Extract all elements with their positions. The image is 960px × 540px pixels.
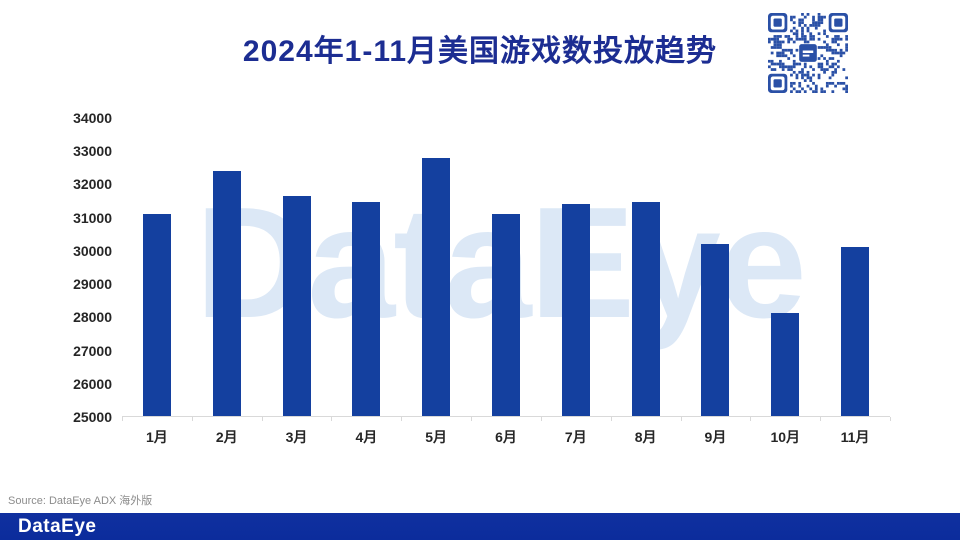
x-tick-label: 6月 [495, 429, 517, 445]
x-tick-label: 9月 [704, 429, 727, 445]
x-axis-tick [680, 417, 682, 421]
x-tick-label: 10月 [770, 429, 801, 445]
x-axis-tick [610, 417, 612, 421]
y-tick-label: 30000 [73, 242, 112, 259]
y-tick-label: 27000 [73, 342, 112, 359]
x-axis-tick [890, 417, 891, 421]
bar-9月 [701, 243, 730, 416]
bar-11月 [841, 247, 870, 416]
y-tick-label: 26000 [73, 375, 112, 392]
x-axis-tick [331, 417, 333, 421]
y-tick-label: 32000 [73, 176, 112, 193]
y-tick-label: 34000 [73, 110, 112, 126]
x-tick-label: 3月 [285, 429, 308, 445]
y-axis: 34000 33000 32000 31000 30000 29000 28000 27000… [0, 110, 112, 425]
y-tick-label: 29000 [73, 276, 112, 293]
x-axis: 1月 2月 3月 4月 5月 6月 7月 8月 9月 10月 11月 [122, 427, 890, 447]
x-tick-label: 8月 [634, 429, 657, 445]
bar-2月 [212, 170, 241, 416]
y-tick-label: 28000 [73, 309, 112, 326]
x-axis-tick [261, 417, 263, 421]
y-tick-label: 31000 [73, 209, 112, 226]
bar-4月 [352, 202, 381, 416]
source-note: Source: DataEye ADX 海外版 [8, 495, 153, 507]
x-tick-label: 11月 [840, 429, 870, 445]
bar-1月 [142, 214, 171, 416]
bar-10月 [771, 313, 800, 416]
x-tick-label: 1月 [146, 429, 168, 445]
qr-code-svg [768, 13, 848, 93]
y-tick-label: 25000 [73, 409, 112, 425]
x-axis-tick [750, 417, 752, 421]
x-axis-tick [122, 417, 123, 421]
x-axis-tick [471, 417, 473, 421]
x-tick-label: 5月 [425, 429, 448, 445]
x-axis-tick [540, 417, 542, 421]
bar-3月 [282, 195, 311, 416]
dataeye-logo: DataEye [18, 515, 97, 537]
y-tick-label: 33000 [73, 143, 112, 160]
qr-code-icon [768, 12, 848, 94]
x-tick-label: 7月 [564, 429, 587, 445]
chart-title: 2024年1-11月美国游戏数投放趋势 [242, 35, 718, 68]
footer-bar: DataEye [0, 513, 960, 540]
bar-7月 [561, 204, 590, 416]
bar-6月 [492, 214, 520, 416]
bar-5月 [422, 157, 451, 416]
bar-8月 [631, 202, 660, 416]
x-axis-tick [401, 417, 403, 421]
x-axis-tick [820, 417, 822, 421]
x-axis-tick [191, 417, 193, 421]
x-tick-label: 2月 [215, 429, 238, 445]
plot-area [122, 118, 891, 421]
x-tick-label: 4月 [355, 429, 378, 445]
